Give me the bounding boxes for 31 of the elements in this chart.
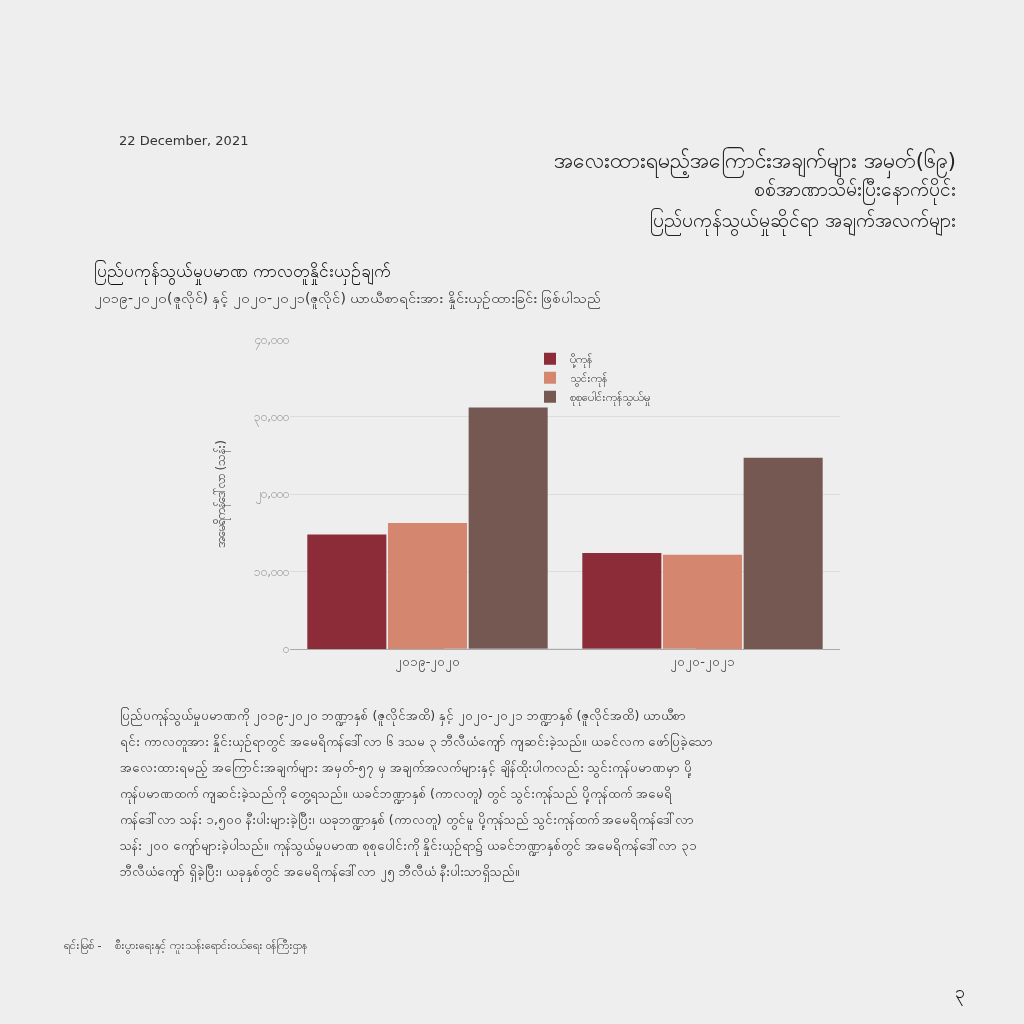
legend-label: သွင်းကုန် bbox=[570, 372, 607, 388]
text: သန်း ၂၀၀ ကျော်များခဲ့ပါသည်။ ကုန်သွယ်မှုပမာဏ စုစုပေါင်းကို နှိုင်းယှဉ်ရာ၌ ယခင်ဘဏ္ဍာနှစ်တွင် အမေရိကန်ဒေါ်လာ ၃၁ bbox=[120, 838, 697, 856]
text: ပြည်ပကုန်သွယ်မှုပမာဏကို ၂၀၁၉-၂၀၂၀ ဘဏ္ဍာနှစ် (ဇူလိုင်အထိ) နှင့် ၂၀၂၀-၂၀၂၁ ဘဏ္ဍာနှစ် (ဇူလိုင်အထိ) ယာယီစာ bbox=[120, 707, 687, 726]
text: ၂၀၁၉-၂၀၂၀(ဇူလိုင်) နှင့် ၂၀၂၀-၂၀၂၁(ဇူလိုင်) ယာယီစာရင်းအား နှိုင်းယှဉ်ထားခြင်း ဖြစ်ပါသည် bbox=[94, 290, 602, 309]
y-tick-label: ၁၀,၀၀၀ bbox=[254, 564, 289, 579]
y-tick-label: ၃၀,၀၀၀ bbox=[254, 410, 289, 428]
x-tick-label: ၂၀၁၉-၂၀၂၀ bbox=[394, 653, 461, 672]
y-tick-label: ၄၀,၀၀၀ bbox=[255, 332, 289, 350]
bar bbox=[307, 534, 387, 650]
text: ၃ bbox=[955, 981, 965, 1006]
text: ပြည်ပကုန်သွယ်မှုပမာဏ ကာလတူနှိုင်းယှဉ်ချက် bbox=[94, 260, 392, 285]
bar bbox=[468, 407, 548, 650]
legend-label: ပို့ကုန် bbox=[570, 353, 592, 369]
text: ရင်းမြစ် - စီးပွားရေးနှင့် ကူးသန်းရောင်းဝယ်ရေး ဝန်ကြီးဌာန bbox=[64, 938, 308, 954]
text: ကုန်ပမာဏထက် ကျဆင်းခဲ့သည်ကို တွေ့ရသည်။ ယခင်ဘဏ္ဍာနှစ် (ကာလတူ) တွင် သွင်းကုန်သည် ပို့ကုန်ထက် အမေရိ bbox=[120, 786, 672, 804]
x-tick-label: ၂၀၂၀-၂၀၂၁ bbox=[670, 653, 735, 672]
bar bbox=[582, 553, 662, 650]
chart-subtitle: စစ်အာဏာသိမ်းပြီးနောက်ပိုင်း ပြည်ပကုန်သွယ်မှုဆိုင်ရာ အချက်အလက်များ bbox=[650, 178, 957, 236]
bar bbox=[662, 554, 743, 650]
y-axis-title: အမေရိကန်ဒေါ်လာ (သန်း) bbox=[213, 440, 232, 549]
text: အလေးထားရမည့် အကြောင်းအချက်များ အမှတ်-၅၇ မှ အချက်အလက်များနှင့် ချိန်ထိုးပါကလည်း သွင်းကုန်ပမာဏမှာ ပို့ bbox=[120, 759, 693, 778]
text: ဘီလီယံကျော် ရှိခဲ့ပြီး၊ ယခုနှစ်တွင် အမေရိကန်ဒေါ်လာ ၂၅ ဘီလီယံ နီးပါးသာရှိသည်။ bbox=[120, 864, 520, 882]
legend-label: စုစုပေါင်းကုန်သွယ်မှု bbox=[570, 391, 650, 407]
y-tick-label: ၀ bbox=[283, 642, 289, 657]
text: ကန်ဒေါ်လာ သန်း ၁,၅၀၀ နီးပါးများခဲ့ပြီး၊ ယခုဘဏ္ဍာနှစ် (ကာလတူ) တွင်မူ ပို့ကုန်သည် သွင်းကုန်ထက် အမေရိကန်ဒေါ်လာ bbox=[120, 812, 695, 830]
chart-title: အလေးထားရမည့်အကြောင်းအချက်များ အမှတ်(၆၉) bbox=[554, 147, 957, 179]
text: 22 December, 2021 bbox=[119, 133, 249, 148]
text: ရင်း ကာလတူအား နှိုင်းယှဉ်ရာတွင် အမေရိကန်ဒေါ်လာ ၆ ဒသမ ၃ ဘီလီယံကျော် ကျဆင်းခဲ့သည်။ ယခင်လက ဖော်ပြခဲ့သော bbox=[120, 733, 713, 752]
bar bbox=[387, 522, 468, 650]
y-tick-label: ၂၀,၀၀၀ bbox=[256, 487, 289, 505]
bar bbox=[743, 457, 823, 650]
